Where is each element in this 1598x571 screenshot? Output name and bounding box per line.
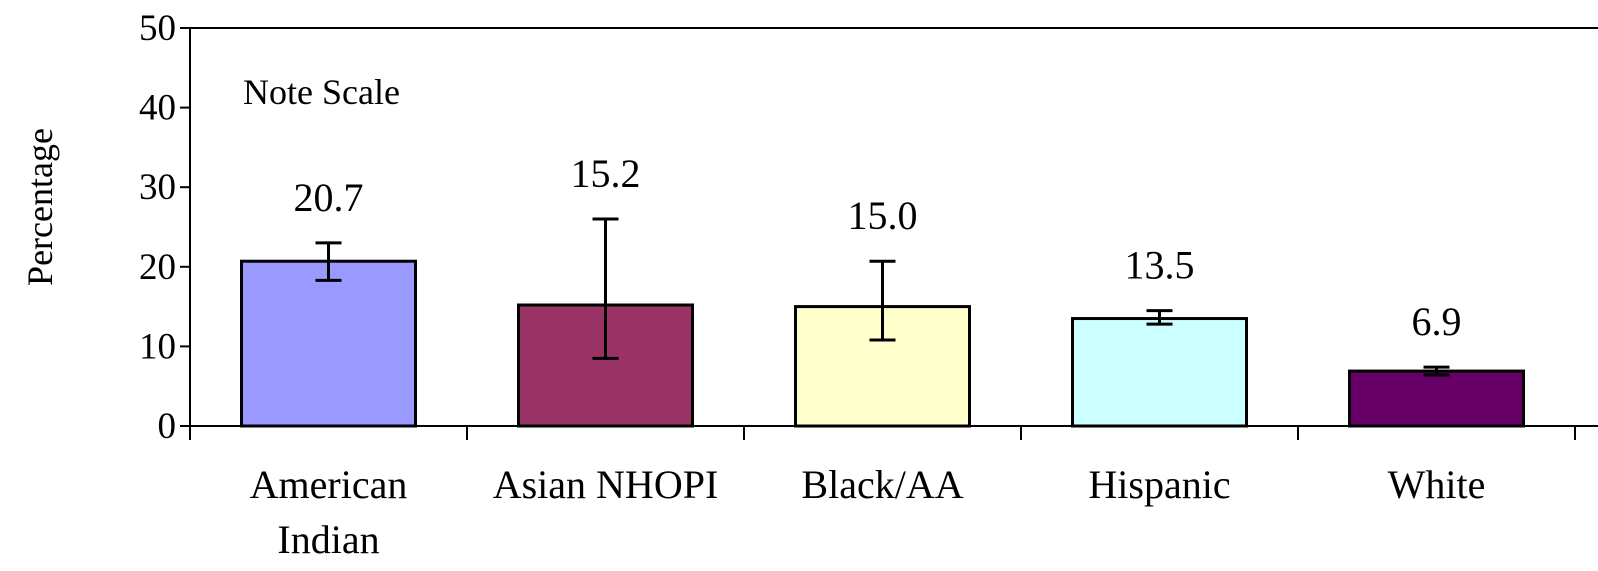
y-axis-title: Percentage: [20, 128, 60, 286]
value-label: 20.7: [294, 175, 364, 220]
category-label: Asian NHOPI: [493, 462, 719, 507]
bar: [1071, 317, 1248, 428]
category-label: Indian: [277, 517, 379, 562]
y-tick-label: 20: [139, 247, 176, 288]
y-axis-ticks: 0 10 20 30 40 50: [139, 8, 190, 447]
category-label: American: [250, 462, 408, 507]
y-tick-label: 40: [139, 88, 176, 129]
note-annotation: Note Scale: [243, 72, 400, 112]
y-tick-label: 50: [139, 8, 176, 49]
bar: [240, 259, 417, 428]
category-label: White: [1388, 462, 1486, 507]
bars: [240, 259, 1525, 428]
category-labels: American Indian Asian NHOPI Black/AA Hispani…: [250, 462, 1486, 562]
category-label: Hispanic: [1088, 462, 1230, 507]
x-axis-ticks: [189, 426, 1576, 440]
error-bar: [1423, 365, 1450, 377]
value-label: 6.9: [1412, 299, 1462, 344]
error-bar: [592, 217, 619, 360]
y-tick-label: 0: [158, 406, 177, 447]
category-label: Black/AA: [801, 462, 963, 507]
value-label: 15.2: [571, 151, 641, 196]
value-label: 15.0: [848, 193, 918, 238]
bar: [1348, 369, 1525, 428]
y-tick-label: 30: [139, 167, 176, 208]
value-labels: 20.7 15.2 15.0 13.5 6.9: [294, 151, 1462, 344]
error-bar: [869, 259, 896, 342]
y-tick-label: 10: [139, 326, 176, 367]
error-bar: [1146, 309, 1173, 326]
error-bar: [315, 241, 342, 282]
error-bars: [315, 217, 1450, 377]
value-label: 13.5: [1125, 243, 1195, 288]
